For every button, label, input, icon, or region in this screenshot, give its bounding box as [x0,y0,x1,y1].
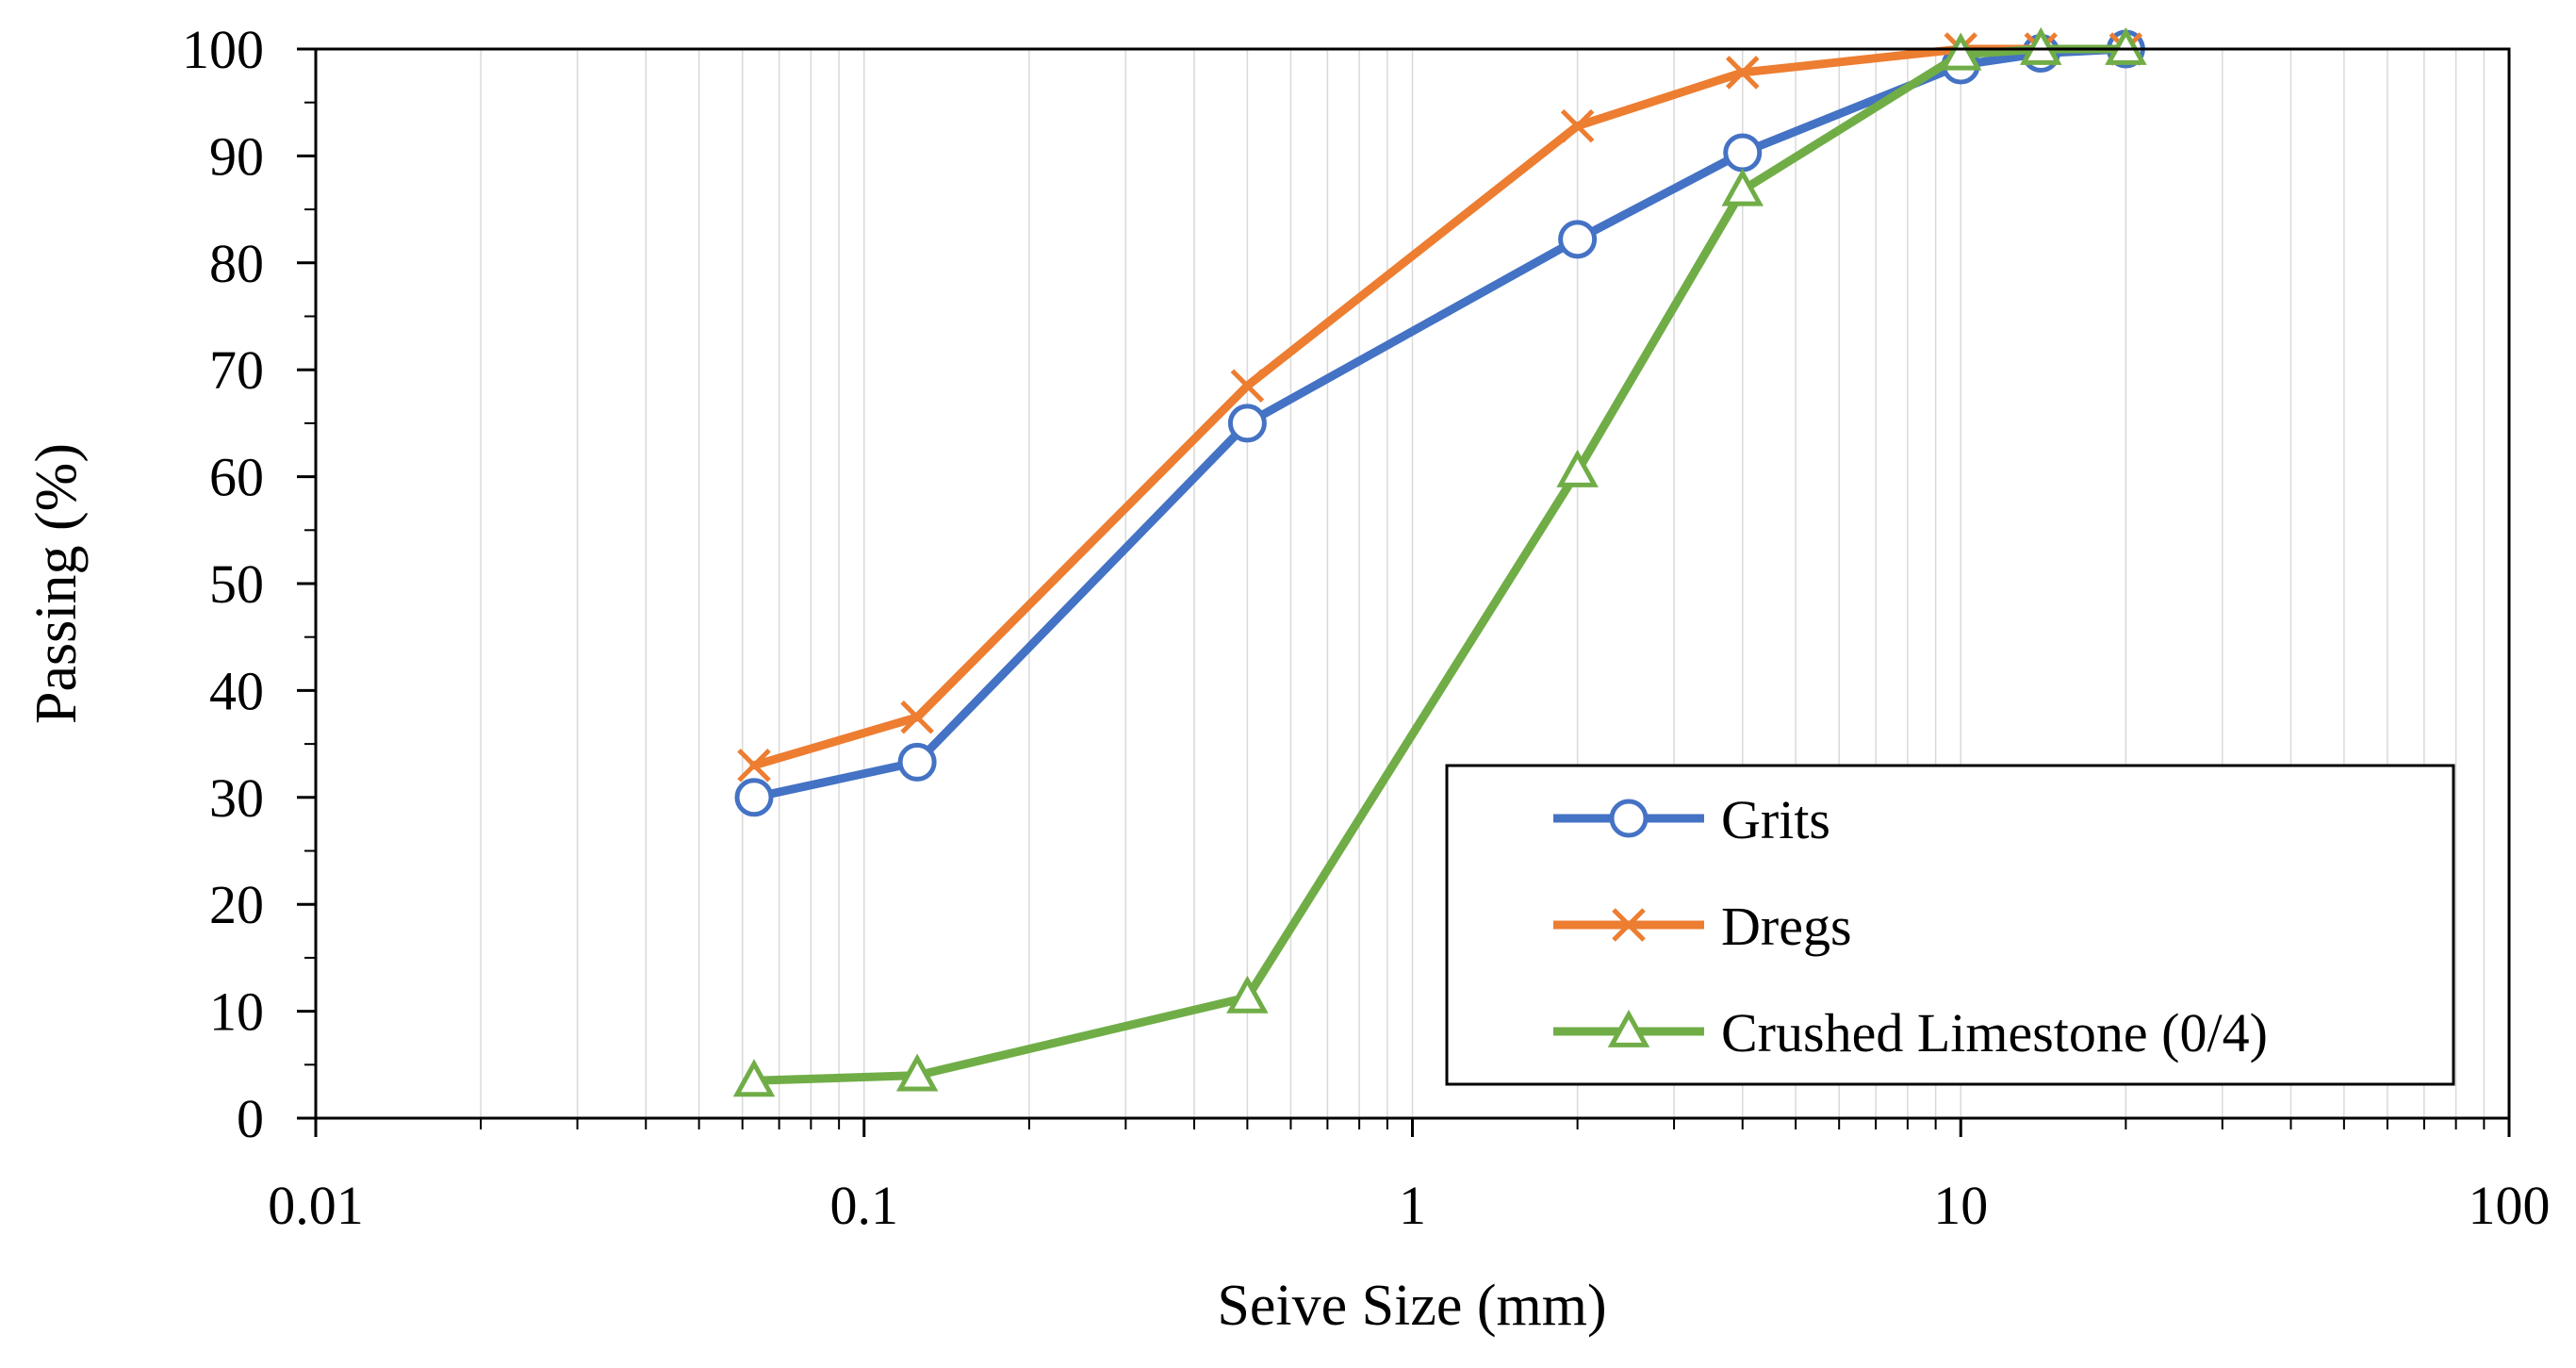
data-point-dregs [737,749,771,783]
data-point-dregs [1230,369,1265,403]
y-tick-label: 40 [209,660,264,721]
axes: 0.01 0.1 1 10 100 0 10 20 30 40 50 60 70 80 90 100 [182,19,2551,1236]
data-point-crushed-limestone-0-4 [2020,26,2062,65]
data-point-grits [1227,404,1267,443]
y-axis-title: Passing (%) [25,443,89,724]
data-point-crushed-limestone-0-4 [895,1053,939,1092]
x-tick-label: 1 [1399,1175,1426,1236]
y-tick-label: 20 [209,874,264,935]
y-tick-label: 90 [209,125,264,187]
data-point-crushed-limestone-0-4 [1556,449,1599,487]
data-point-crushed-limestone-0-4 [732,1059,776,1097]
y-tick-label: 50 [209,553,264,615]
data-point-grits [1558,220,1598,259]
data-point-crushed-limestone-0-4 [1940,32,1982,71]
y-tick-label: 80 [209,233,264,294]
data-point-dregs [1725,56,1760,90]
y-tick-label: 30 [209,767,264,829]
legend-label-grits: Grits [1721,789,1830,850]
y-tick-label: 10 [209,981,264,1043]
y-tick-label: 0 [237,1088,264,1149]
legend-marker-grits [1609,799,1649,838]
legend-label-dregs: Dregs [1721,896,1852,957]
y-tick-label: 100 [182,19,264,80]
plot-area-border [314,47,2511,1120]
data-point-crushed-limestone-0-4 [1226,975,1269,1014]
y-tick-label: 60 [209,447,264,508]
x-tick-label: 0.1 [830,1175,899,1236]
data-point-dregs [1560,108,1595,143]
data-point-grits [1723,133,1763,173]
data-point-grits [734,778,774,817]
x-axis-title: Seive Size (mm) [1217,1274,1606,1338]
x-tick-label: 100 [2469,1175,2551,1236]
legend-marker-dregs [1612,908,1646,942]
x-tick-label: 10 [1933,1175,1988,1236]
data-point-dregs [900,700,934,734]
data-point-crushed-limestone-0-4 [2105,26,2147,65]
data-point-grits [897,742,937,782]
legend-label-crushed-limestone-0-4: Crushed Limestone (0/4) [1721,1002,2268,1063]
legend: Grits Dregs Crushed Limestone (0/4) [1445,764,2455,1086]
data-point-crushed-limestone-0-4 [1721,168,1764,206]
x-tick-label: 0.01 [268,1175,364,1236]
legend-marker-crushed-limestone-0-4 [1607,1009,1650,1047]
y-tick-label: 70 [209,339,264,401]
